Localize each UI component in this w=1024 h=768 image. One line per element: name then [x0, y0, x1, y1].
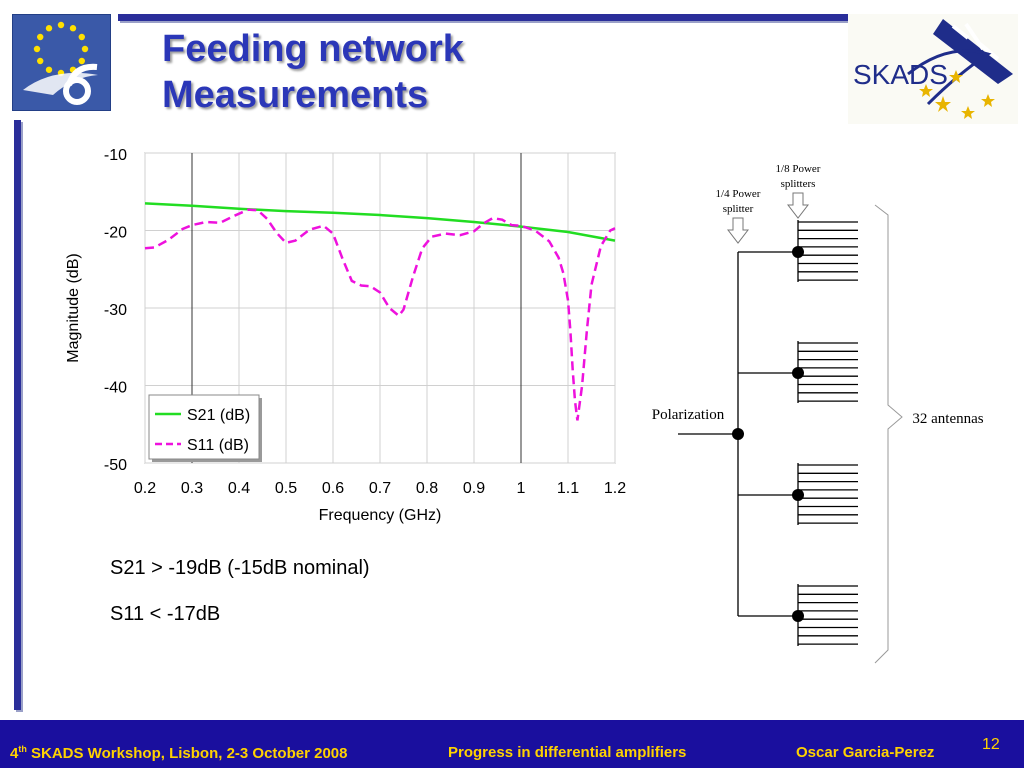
eu-star-icon: [57, 21, 65, 29]
skads-logo: SKADS: [848, 14, 1018, 124]
quarter-splitter-label-2: splitter: [723, 203, 754, 215]
s11-result: S11 < -17dB: [110, 603, 221, 625]
y-tick-label: -40: [104, 380, 127, 397]
series-line-s11: [144, 208, 616, 421]
star-icon: [919, 70, 995, 119]
eighth-splitter-label-1: 1/8 Power: [776, 163, 821, 175]
x-axis-label: Frequency (GHz): [319, 507, 442, 524]
result-bullets: S21 > -19dB (-15dB nominal) S11 < -17dB: [110, 545, 370, 637]
down-arrow-icon: [726, 217, 750, 244]
antennas-brace: [874, 204, 903, 664]
y-tick-label: -20: [104, 225, 127, 242]
eu-star-icon: [78, 57, 85, 65]
eu-sixth-framework-logo: [12, 14, 111, 111]
y-axis-label: Magnitude (dB): [65, 253, 82, 362]
x-tick-label: 0.6: [322, 480, 344, 497]
footer-workshop: 4th SKADS Workshop, Lisbon, 2-3 October …: [10, 744, 348, 762]
x-tick-label: 0.2: [134, 480, 156, 497]
quarter-splitter-label-1: 1/4 Power: [716, 188, 761, 200]
footer-author: Oscar Garcia-Perez: [796, 744, 935, 761]
s-parameter-chart: -10 -20 -30 -40 -50 0.2 0.3 0.4 0.5 0.6 0.7 0.8 0.9 1…: [60, 140, 640, 530]
title-line-2: Measurements: [162, 74, 429, 116]
x-tick-label: 0.8: [416, 480, 438, 497]
down-arrow-icon: [786, 192, 810, 219]
eu-star-icon: [69, 25, 77, 32]
legend-label: S11 (dB): [187, 437, 249, 454]
antennas-label: 32 antennas: [912, 411, 983, 427]
eu-star-icon: [37, 57, 44, 65]
title-line-1: Feeding network: [162, 28, 464, 70]
eu-star-icon: [33, 45, 41, 53]
eu-stars-icon: [23, 21, 98, 105]
x-tick-label: 0.4: [228, 480, 250, 497]
x-tick-label: 1.1: [557, 480, 579, 497]
feeding-network-diagram: 1/8 Power splitters 1/4 Power splitter P…: [630, 155, 1020, 675]
footer-bar: 4th SKADS Workshop, Lisbon, 2-3 October …: [0, 720, 1024, 768]
left-accent-bar: [14, 120, 21, 710]
y-tick-label: -10: [104, 147, 127, 164]
legend-label: S21 (dB): [187, 407, 250, 424]
eu-star-icon: [78, 33, 85, 41]
x-tick-label: 0.5: [275, 480, 297, 497]
eu-star-icon: [37, 33, 44, 41]
s21-result: S21 > -19dB (-15dB nominal): [110, 557, 370, 579]
eu-star-icon: [81, 45, 89, 53]
splitter-node: [732, 428, 744, 440]
x-tick-label: 1: [517, 480, 526, 497]
y-tick-label: -30: [104, 302, 127, 319]
legend: [148, 394, 260, 460]
x-tick-label: 0.9: [463, 480, 485, 497]
x-tick-label: 1.2: [604, 480, 626, 497]
series-line-s21: [144, 202, 616, 242]
top-accent-bar: [118, 14, 924, 21]
eu-star-icon: [45, 25, 53, 32]
page-number: 12: [982, 736, 1000, 753]
polarization-label: Polarization: [652, 407, 725, 423]
eu-star-icon: [45, 66, 53, 73]
eighth-splitter-label-2: splitters: [781, 178, 816, 190]
x-tick-label: 0.3: [181, 480, 203, 497]
x-tick-label: 0.7: [369, 480, 391, 497]
y-tick-label: -50: [104, 457, 127, 474]
skads-wordmark: SKADS: [853, 59, 948, 90]
slide-title: Feeding network Measurements: [162, 26, 464, 118]
footer-talk-title: Progress in differential amplifiers: [448, 744, 687, 761]
